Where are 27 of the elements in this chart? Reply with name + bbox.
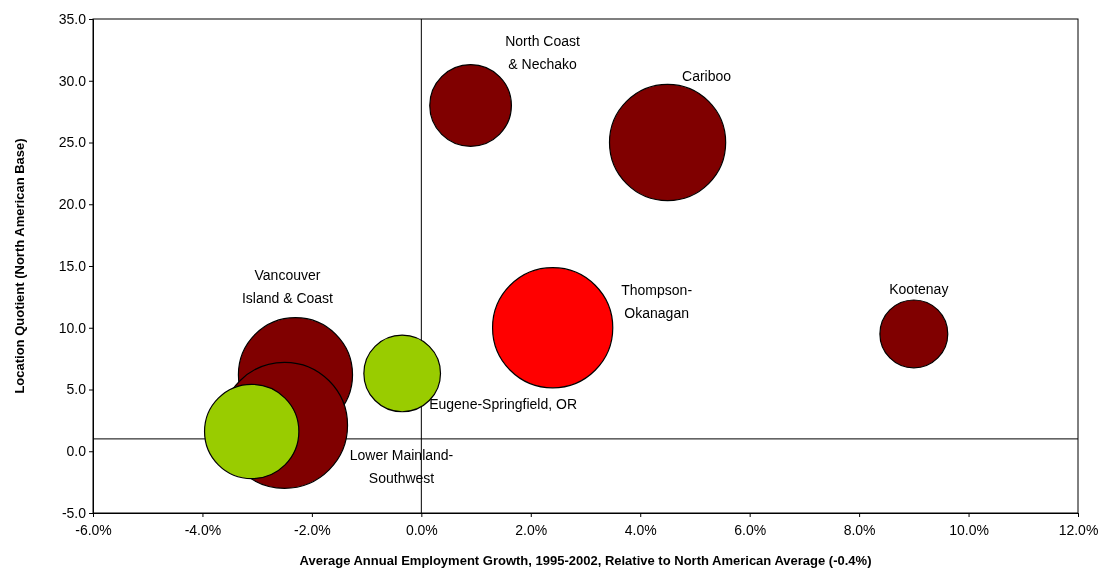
x-tick-label: -4.0% <box>184 522 222 539</box>
x-axis-title: Average Annual Employment Growth, 1995-2002, Relative to North American Average (-0.4%) <box>299 553 872 568</box>
x-tick-label: 10.0% <box>949 522 989 539</box>
y-axis-title: Location Quotient (North American Base) <box>12 138 27 394</box>
y-tick-label: 25.0 <box>58 134 87 151</box>
x-tick-label: -2.0% <box>294 522 331 539</box>
x-tick-label: 8.0% <box>843 522 876 539</box>
x-tick-label: 12.0% <box>1058 522 1099 539</box>
y-tick-label: 35.0 <box>58 10 87 27</box>
x-tick-label: 2.0% <box>515 522 548 539</box>
series-label: Thompson-Okanagan <box>621 281 693 321</box>
series-label: Cariboo <box>682 67 732 84</box>
series-label: Eugene-Springfield, OR <box>429 396 578 413</box>
series-label: North Coast & Nechako <box>505 33 581 73</box>
y-tick-label: 5.0 <box>66 381 87 398</box>
y-tick-label: -5.0 <box>61 504 87 521</box>
series-label: Kootenay <box>889 280 949 297</box>
y-tick-label: 15.0 <box>58 257 87 274</box>
y-tick-label: 0.0 <box>66 443 87 460</box>
y-tick-label: 20.0 <box>58 196 87 213</box>
y-tick-label: 10.0 <box>58 319 87 336</box>
x-tick-label: 6.0% <box>734 522 767 539</box>
x-tick-label: 0.0% <box>405 522 438 539</box>
x-tick-label: 4.0% <box>624 522 657 539</box>
x-tick-label: -6.0% <box>75 522 112 539</box>
y-tick-label: 30.0 <box>58 72 87 89</box>
series-label: Vancouver Island & Coast <box>241 266 334 306</box>
